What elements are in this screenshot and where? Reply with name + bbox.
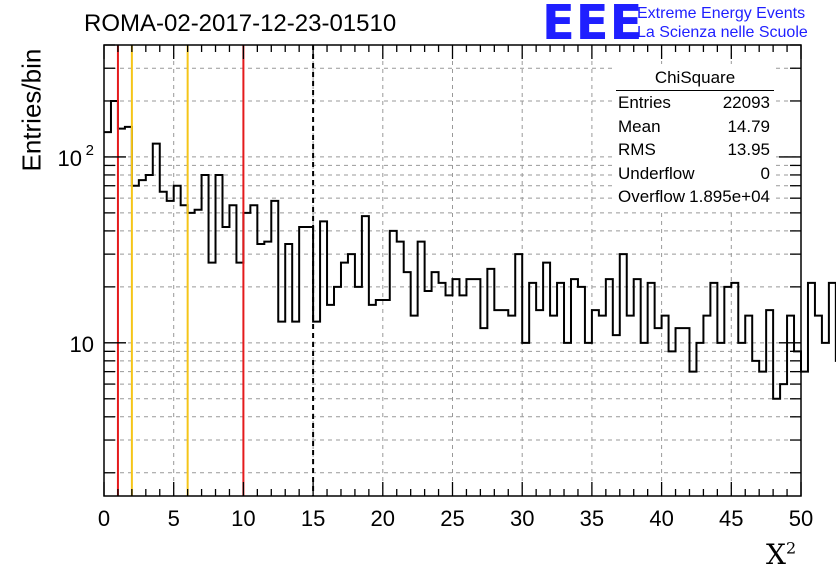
x-tick-label: 35 xyxy=(580,506,604,531)
x-tick-label: 0 xyxy=(98,506,110,531)
stats-row-mean: Mean 14.79 xyxy=(618,116,770,136)
stats-row-entries: Entries 22093 xyxy=(618,93,770,112)
stats-row-rms: RMS 13.95 xyxy=(618,140,770,159)
x-tick-label: 30 xyxy=(510,506,534,531)
x-tick-label: 5 xyxy=(168,506,180,531)
y-tick-label: 10 xyxy=(58,146,82,171)
x-tick-label: 20 xyxy=(371,506,395,531)
histogram-series xyxy=(104,99,836,400)
y-axis-label: Entries/bin xyxy=(16,48,47,172)
y-tick-label-exponent: 2 xyxy=(86,142,94,159)
plot-title: ROMA-02-2017-12-23-01510 xyxy=(84,10,397,37)
x-tick-label: 10 xyxy=(231,506,255,531)
x-axis-label: X2 xyxy=(766,538,797,571)
eee-logo: EEE xyxy=(542,0,644,51)
x-tick-label: 45 xyxy=(719,506,743,531)
x-tick-label: 15 xyxy=(301,506,325,531)
logo-line-1: Extreme Energy Events xyxy=(637,5,806,22)
x-tick-label: 25 xyxy=(440,506,464,531)
stats-box: ChiSquare Entries 22093 Mean 14.79 RMS 13.9… xyxy=(612,64,776,210)
logo-caption: Extreme Energy Events La Scienza nelle S… xyxy=(637,4,808,42)
y-tick-label: 10 xyxy=(70,332,94,357)
x-tick-label: 50 xyxy=(789,506,813,531)
stats-row-overflow: Overflow 1.895e+04 xyxy=(618,187,770,206)
stats-row-underflow: Underflow 0 xyxy=(618,163,770,183)
logo-line-2: La Scienza nelle Scuole xyxy=(637,24,808,41)
x-tick-label: 40 xyxy=(649,506,673,531)
stats-title: ChiSquare xyxy=(616,64,774,91)
